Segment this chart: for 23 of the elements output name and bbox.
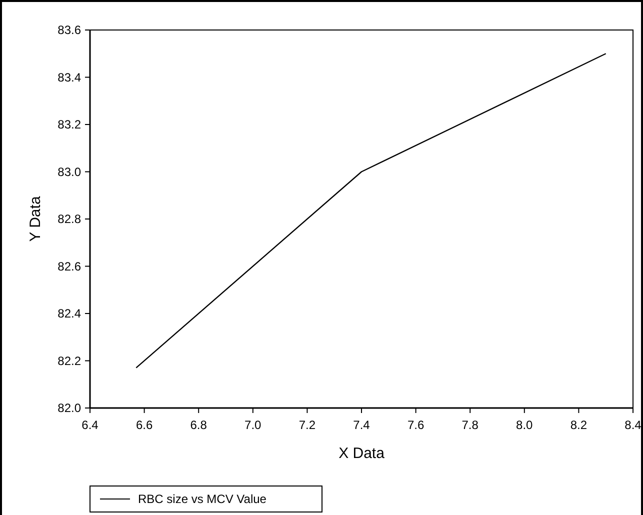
x-tick-label: 7.2	[298, 418, 316, 432]
y-tick-label: 82.8	[58, 212, 82, 226]
y-tick-label: 83.2	[58, 118, 82, 132]
y-axis-title: Y Data	[27, 196, 44, 242]
x-axis-title: X Data	[338, 445, 386, 462]
x-tick-label: 8.0	[516, 418, 534, 432]
x-tick-label: 7.0	[244, 418, 262, 432]
y-tick-label: 83.0	[58, 164, 82, 179]
x-tick-label: 6.8	[190, 418, 208, 432]
y-tick-label: 82.2	[58, 354, 82, 368]
legend-label: RBC size vs MCV Value	[138, 492, 267, 506]
x-tick-label: 7.6	[407, 418, 424, 432]
x-tick-label: 8.4	[624, 418, 642, 432]
y-tick-label: 82.4	[58, 306, 82, 320]
y-tick-label: 82.6	[58, 259, 82, 274]
y-tick-label: 82.0	[58, 401, 82, 415]
y-tick-label: 83.6	[58, 23, 82, 37]
x-tick-label: 6.4	[82, 418, 99, 432]
x-tick-label: 6.6	[136, 418, 153, 432]
x-tick-label: 8.2	[570, 418, 588, 432]
x-tick-label: 7.8	[462, 418, 479, 432]
y-tick-label: 83.4	[58, 70, 82, 84]
x-tick-label: 7.4	[353, 418, 370, 432]
